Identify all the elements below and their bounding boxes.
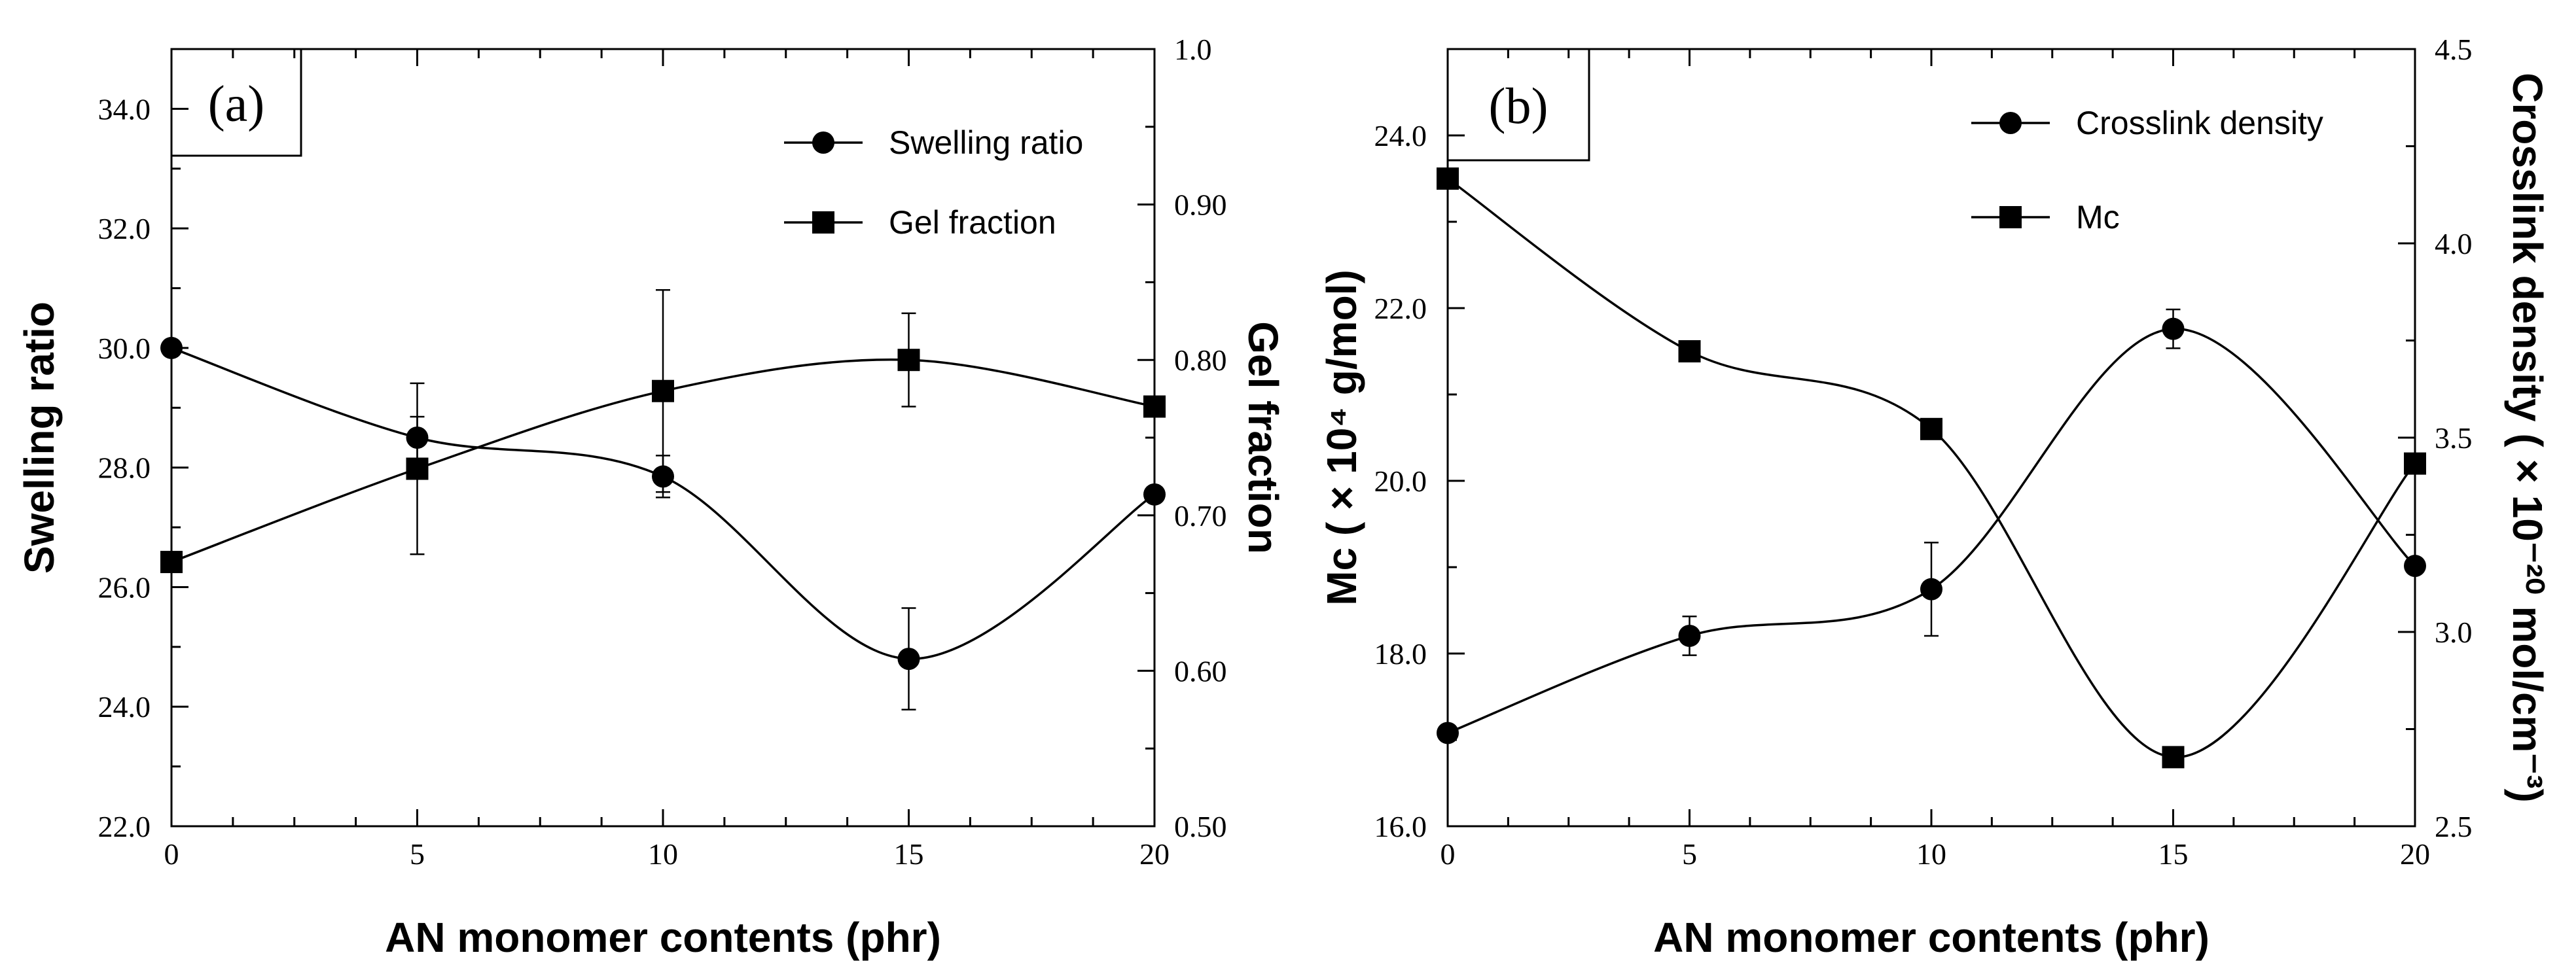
panel-label: (a) [208, 75, 265, 132]
y-left-tick-label: 34.0 [98, 92, 151, 126]
legend-label: Crosslink density [2076, 105, 2323, 141]
x-tick-label: 15 [2158, 837, 2189, 871]
y-left-axis-label: Mc ( × 10⁴ g/mol) [1318, 270, 1365, 606]
data-point [897, 349, 920, 372]
y-left-tick-label: 22.0 [98, 810, 151, 843]
x-tick-label: 20 [1139, 837, 1170, 871]
series-line [171, 347, 1155, 660]
y-left-tick-label: 18.0 [1374, 637, 1427, 671]
x-axis-label: AN monomer contents (phr) [1653, 914, 2209, 961]
data-point [406, 457, 429, 480]
y-right-tick-label: 0.50 [1174, 810, 1227, 843]
legend-label: Gel fraction [889, 204, 1056, 241]
data-point [1143, 483, 1166, 506]
x-tick-label: 10 [1916, 837, 1946, 871]
data-point [2162, 746, 2185, 769]
y-right-tick-label: 0.80 [1174, 343, 1227, 377]
y-right-axis-label: Crosslink density ( × 10⁻²⁰ mol/cm⁻³) [2504, 73, 2551, 803]
legend-label: Mc [2076, 199, 2120, 236]
y-right-tick-label: 4.0 [2435, 227, 2473, 260]
data-point [1143, 395, 1166, 418]
legend-marker [812, 131, 834, 154]
legend-marker [1999, 206, 2022, 228]
y-right-axis-label: Gel fraction [1240, 321, 1287, 554]
y-right-tick-label: 4.5 [2435, 33, 2473, 66]
y-left-tick-label: 20.0 [1374, 464, 1427, 498]
y-right-tick-label: 3.5 [2435, 421, 2473, 455]
chart-a: (a) 0 5 10 15 20 22.0 24.0 26.0 28.0 30.0 32.0 34.0 0… [16, 33, 1287, 961]
data-point [1437, 167, 1459, 190]
chart-b: (b) 0 5 10 15 20 16.0 18.0 20.0 22.0 24.0 2.5 3.0 3.5… [1318, 33, 2551, 961]
y-left-tick-label: 28.0 [98, 451, 151, 485]
y-left-tick-label: 32.0 [98, 212, 151, 245]
legend-marker [812, 211, 834, 234]
series-line [1446, 177, 2416, 759]
panel-label: (b) [1489, 77, 1548, 134]
y-right-tick-label: 0.90 [1174, 188, 1227, 222]
legend-marker [1999, 112, 2022, 134]
legend-label: Swelling ratio [889, 124, 1083, 161]
data-point [1678, 340, 1701, 362]
x-tick-label: 5 [1682, 837, 1697, 871]
x-tick-label: 15 [894, 837, 924, 871]
y-left-tick-label: 22.0 [1374, 292, 1427, 325]
y-left-tick-label: 26.0 [98, 570, 151, 604]
x-tick-label: 20 [2400, 837, 2430, 871]
y-right-tick-label: 1.0 [1174, 33, 1212, 66]
data-point [652, 379, 674, 402]
data-point [1437, 722, 1459, 744]
panel-label-box [171, 49, 302, 157]
y-right-tick-label: 2.5 [2435, 810, 2473, 843]
y-left-axis-label: Swelling ratio [16, 302, 63, 574]
x-tick-label: 0 [164, 837, 179, 871]
y-left-tick-label: 30.0 [98, 332, 151, 365]
y-left-tick-label: 16.0 [1374, 810, 1427, 843]
panel-label-box [1448, 49, 1590, 162]
data-point [160, 336, 183, 359]
x-tick-label: 10 [648, 837, 678, 871]
data-point [1920, 578, 1942, 601]
x-axis-label: AN monomer contents (phr) [385, 914, 941, 961]
data-point [2404, 555, 2426, 578]
y-right-tick-label: 3.0 [2435, 616, 2473, 649]
data-point [897, 648, 920, 671]
data-point [2162, 317, 2185, 340]
series-line [1447, 327, 2416, 735]
y-left-tick-label: 24.0 [98, 690, 151, 724]
y-right-tick-label: 0.60 [1174, 654, 1227, 688]
y-left-tick-label: 24.0 [1374, 119, 1427, 152]
data-point [1920, 417, 1942, 440]
data-point [2404, 452, 2426, 475]
y-right-tick-label: 0.70 [1174, 499, 1227, 533]
x-tick-label: 0 [1440, 837, 1456, 871]
data-point [1678, 624, 1701, 647]
x-tick-label: 5 [410, 837, 425, 871]
data-point [160, 551, 183, 574]
